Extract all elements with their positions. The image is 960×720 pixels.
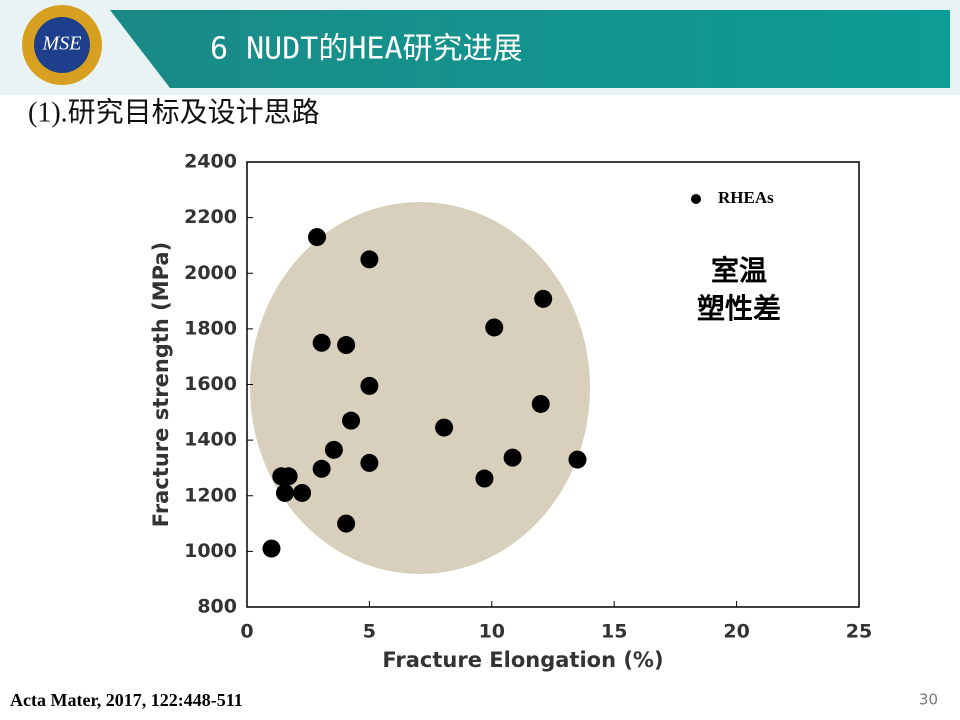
data-point xyxy=(337,336,356,355)
y-tick-label: 1400 xyxy=(184,429,237,451)
highlight-ellipse xyxy=(250,202,590,574)
y-tick-label: 1800 xyxy=(184,317,237,339)
data-point xyxy=(475,469,494,488)
logo-text: MSE xyxy=(42,33,82,55)
data-point xyxy=(293,483,312,502)
data-point xyxy=(337,514,356,533)
data-point xyxy=(360,376,379,395)
data-point xyxy=(262,539,281,558)
y-tick-label: 2200 xyxy=(184,206,237,228)
data-point xyxy=(534,289,553,308)
y-tick-label: 2000 xyxy=(184,262,237,284)
data-point xyxy=(308,228,327,247)
data-point xyxy=(275,483,294,502)
x-tick-label: 20 xyxy=(723,621,749,643)
data-point xyxy=(312,333,331,352)
data-point xyxy=(503,448,522,467)
data-point xyxy=(360,250,379,269)
data-point xyxy=(324,440,343,459)
y-tick-label: 1000 xyxy=(184,540,237,562)
x-tick-label: 25 xyxy=(846,621,872,643)
y-tick-label: 1600 xyxy=(184,373,237,395)
subtitle: (1).研究目标及设计思路 xyxy=(28,96,320,128)
citation: Acta Mater, 2017, 122:448-511 xyxy=(10,690,243,710)
y-tick-label: 2400 xyxy=(184,151,237,173)
data-point xyxy=(279,467,298,486)
annotation: 室温 xyxy=(711,254,767,287)
x-tick-label: 5 xyxy=(363,621,376,643)
page-number: 30 xyxy=(919,691,938,709)
y-axis-label: Fracture strength (MPa) xyxy=(149,242,173,527)
annotation: 塑性差 xyxy=(697,292,781,325)
data-point xyxy=(312,459,331,478)
x-tick-label: 10 xyxy=(479,621,505,643)
header-bar xyxy=(110,10,950,88)
header-title: 6 NUDT的HEA研究进展 xyxy=(210,32,523,67)
logo-core xyxy=(34,17,90,73)
data-point xyxy=(360,453,379,472)
data-point xyxy=(435,418,454,437)
x-axis-label: Fracture Elongation (%) xyxy=(382,648,663,672)
y-tick-label: 1200 xyxy=(184,484,237,506)
data-point xyxy=(531,394,550,413)
legend-label: RHEAs xyxy=(718,188,774,207)
data-point xyxy=(342,411,361,430)
data-point xyxy=(485,318,504,337)
x-tick-label: 0 xyxy=(240,621,253,643)
x-tick-label: 15 xyxy=(601,621,627,643)
y-tick-label: 800 xyxy=(197,596,237,618)
legend-marker xyxy=(691,194,701,204)
data-point xyxy=(568,450,587,469)
chart: 0 5 10 15 20 25 800 1000 1200 1400 1600 1800 2000 220… xyxy=(149,151,872,673)
